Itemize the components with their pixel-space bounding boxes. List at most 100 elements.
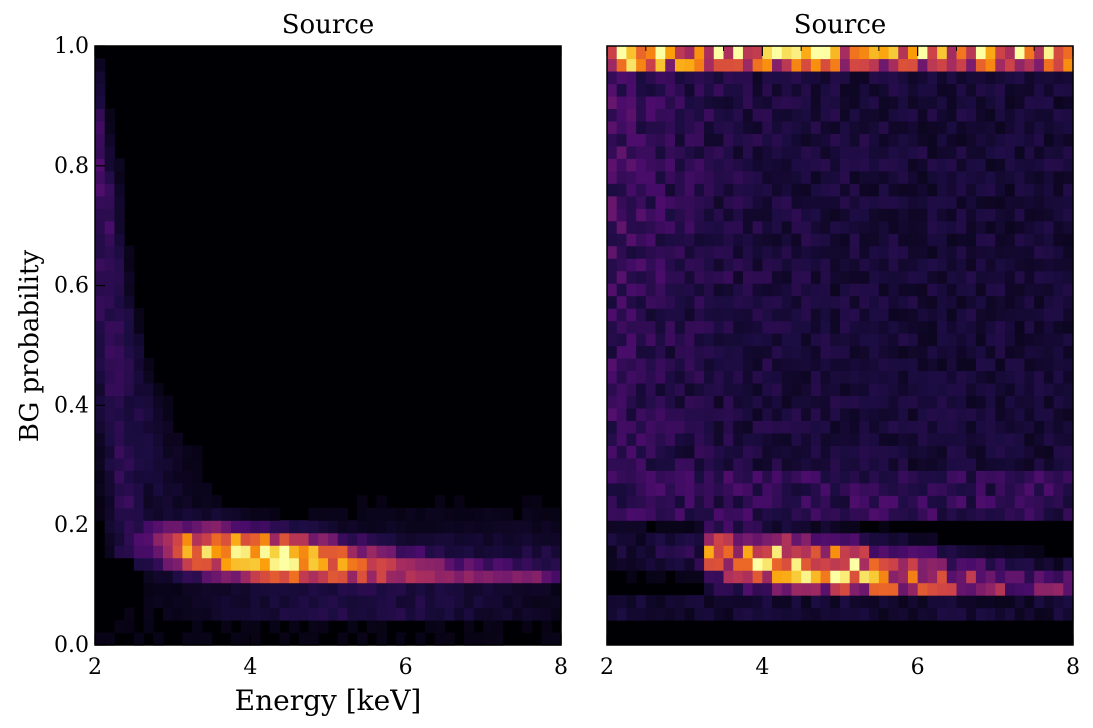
heatmap-cell xyxy=(674,46,686,60)
heatmap-cell xyxy=(927,570,938,584)
heatmap-cell xyxy=(791,295,802,309)
heatmap-cell xyxy=(917,445,928,459)
heatmap-cell xyxy=(781,557,793,571)
heatmap-cell xyxy=(172,607,183,621)
heatmap-cell xyxy=(946,133,958,147)
heatmap-cell xyxy=(357,545,368,559)
heatmap-cell xyxy=(626,532,637,546)
heatmap-cell xyxy=(907,482,919,496)
heatmap-cell xyxy=(927,470,938,484)
heatmap-cell xyxy=(859,208,870,222)
heatmap-cell xyxy=(830,333,841,347)
heatmap-cell xyxy=(762,108,773,122)
heatmap-cell xyxy=(104,270,116,284)
heatmap-cell xyxy=(250,632,261,646)
heatmap-cell xyxy=(1043,258,1055,272)
heatmap-cell xyxy=(995,595,1006,609)
heatmap-cell xyxy=(742,370,754,384)
heatmap-cell xyxy=(733,145,744,159)
heatmap-cell xyxy=(1024,557,1035,571)
heatmap-cell xyxy=(946,482,958,496)
heatmap-cell xyxy=(878,420,890,434)
heatmap-cell xyxy=(1053,320,1064,334)
heatmap-cell xyxy=(425,620,436,634)
heatmap-cell xyxy=(531,607,543,621)
heatmap-cell xyxy=(927,345,938,359)
heatmap-cell xyxy=(956,58,967,72)
heatmap-cell xyxy=(975,220,987,234)
heatmap-cell xyxy=(772,283,783,297)
heatmap-cell xyxy=(483,607,494,621)
heatmap-cell xyxy=(859,570,870,584)
heatmap-cell xyxy=(655,158,666,172)
heatmap-cell xyxy=(762,258,773,272)
heatmap-cell xyxy=(1063,270,1074,284)
heatmap-cell xyxy=(694,445,705,459)
heatmap-cell xyxy=(626,233,637,247)
heatmap-cell xyxy=(898,445,909,459)
heatmap-cell xyxy=(133,482,145,496)
heatmap-cell xyxy=(626,308,637,322)
heatmap-cell xyxy=(917,108,928,122)
heatmap-cell xyxy=(124,607,135,621)
heatmap-cell xyxy=(684,270,695,284)
heatmap-cell xyxy=(723,595,734,609)
heatmap-cell xyxy=(153,432,164,446)
heatmap-cell xyxy=(1024,320,1035,334)
heatmap-cell xyxy=(201,495,213,509)
heatmap-cell xyxy=(801,432,812,446)
x-tick-label: 4 xyxy=(243,655,257,680)
heatmap-cell xyxy=(1043,170,1055,184)
heatmap-cell xyxy=(946,245,958,259)
heatmap-cell xyxy=(347,620,358,634)
heatmap-cell xyxy=(95,220,106,234)
heatmap-cell xyxy=(124,407,135,421)
heatmap-cell xyxy=(869,545,880,559)
heatmap-cell xyxy=(927,545,938,559)
heatmap-cell xyxy=(172,520,183,534)
heatmap-cell xyxy=(607,357,618,372)
heatmap-cell xyxy=(1005,407,1016,421)
heatmap-cell xyxy=(772,46,783,60)
heatmap-cell xyxy=(172,557,183,571)
heatmap-cell xyxy=(655,382,666,397)
heatmap-cell xyxy=(357,520,368,534)
heatmap-cell xyxy=(337,632,349,646)
heatmap-cell xyxy=(463,507,475,521)
heatmap-cell xyxy=(1014,133,1026,147)
heatmap-cell xyxy=(927,407,938,421)
heatmap-cell xyxy=(665,482,676,496)
heatmap-cell xyxy=(849,58,861,72)
heatmap-cell xyxy=(483,545,494,559)
heatmap-cell xyxy=(859,195,870,209)
heatmap-cell xyxy=(655,220,666,234)
heatmap-cell xyxy=(182,570,193,584)
heatmap-cell xyxy=(172,595,183,609)
heatmap-cell xyxy=(124,245,135,259)
heatmap-cell xyxy=(607,283,618,297)
heatmap-cell xyxy=(878,145,890,159)
heatmap-cell xyxy=(791,607,802,621)
heatmap-cell xyxy=(182,532,193,546)
heatmap-cell xyxy=(840,432,851,446)
heatmap-cell xyxy=(752,445,763,459)
heatmap-cell xyxy=(742,133,754,147)
heatmap-cell xyxy=(1014,308,1026,322)
heatmap-cell xyxy=(791,58,802,72)
heatmap-cell xyxy=(704,570,715,584)
heatmap-cell xyxy=(975,582,987,596)
heatmap-cell xyxy=(849,208,861,222)
heatmap-cell xyxy=(684,607,695,621)
heatmap-cell xyxy=(898,270,909,284)
heatmap-cell xyxy=(1005,220,1016,234)
heatmap-cell xyxy=(104,183,116,197)
heatmap-cell xyxy=(1063,357,1074,372)
heatmap-cell xyxy=(1053,345,1064,359)
heatmap-cell xyxy=(995,95,1006,109)
heatmap-cell xyxy=(192,595,203,609)
heatmap-cell xyxy=(869,83,880,97)
heatmap-cell xyxy=(1053,58,1064,72)
heatmap-cell xyxy=(985,470,996,484)
heatmap-cell xyxy=(211,545,222,559)
heatmap-cell xyxy=(95,170,106,184)
